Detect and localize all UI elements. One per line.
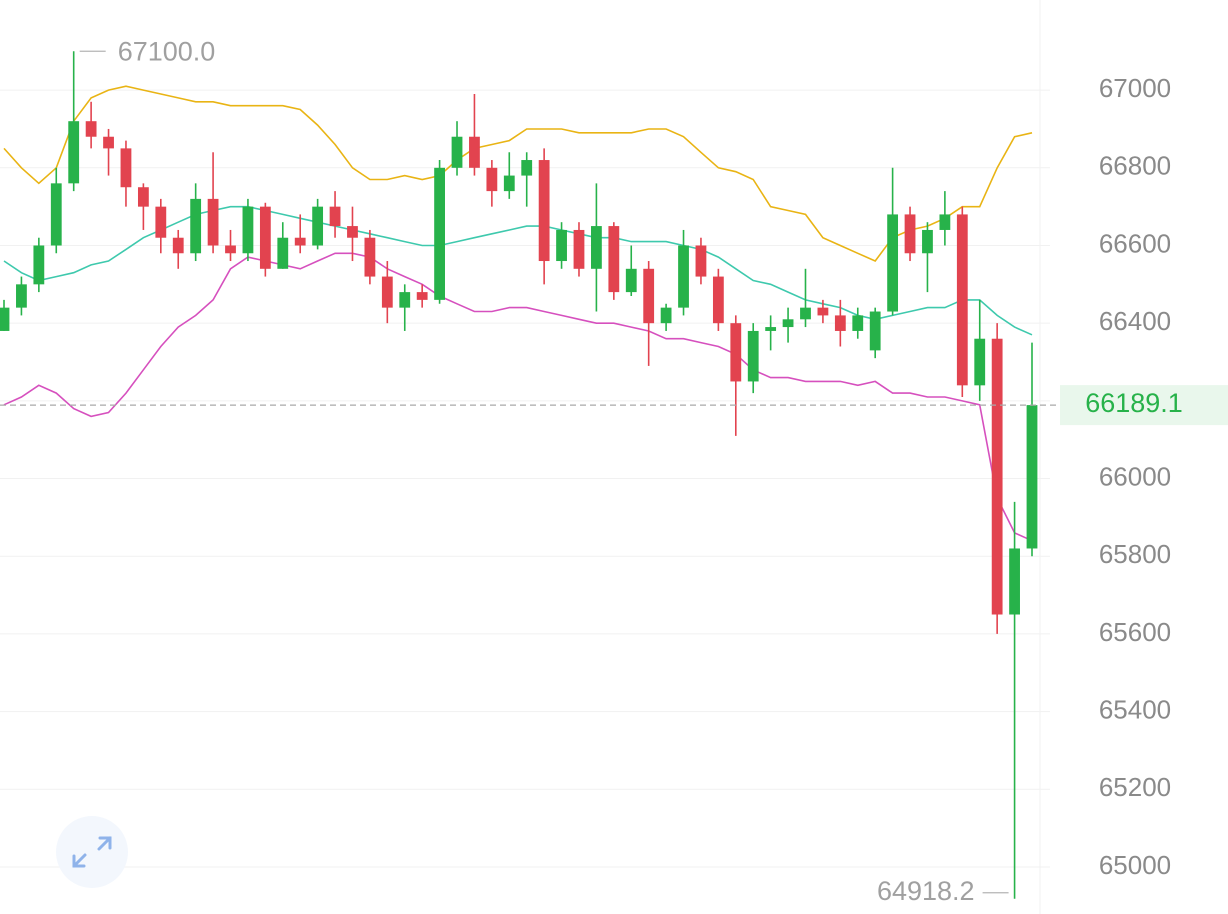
y-tick-label: 67000 (1099, 73, 1171, 103)
candle-body (0, 307, 10, 331)
candle-body (190, 198, 202, 254)
candle-body (347, 226, 358, 238)
expand-icon[interactable] (72, 836, 112, 868)
candle-body (416, 292, 428, 300)
annotation-label: 64918.2 (877, 876, 975, 906)
candle-body (155, 206, 167, 238)
candle-body (869, 311, 881, 351)
candle-body (765, 327, 777, 331)
candle-body (747, 330, 759, 382)
candle-body (852, 315, 864, 331)
candle-body (922, 229, 933, 254)
candle-body (364, 237, 376, 277)
candle-body (33, 245, 45, 285)
y-tick-label: 65400 (1099, 694, 1171, 724)
candle-body (573, 229, 585, 269)
candle-body (68, 121, 80, 184)
y-tick-label: 66800 (1099, 151, 1171, 181)
candle-body (137, 187, 149, 207)
candle-body (172, 237, 184, 254)
candle-body (678, 245, 689, 308)
candle-body (660, 307, 672, 324)
candle-body (399, 292, 411, 308)
y-tick-label: 66400 (1099, 306, 1171, 336)
candle-body (591, 226, 602, 269)
candle-body (120, 148, 132, 188)
candle-body (207, 198, 219, 246)
candle-body (486, 167, 498, 192)
candle-body (16, 284, 27, 308)
y-tick-label: 66000 (1099, 461, 1171, 491)
candle-body (556, 229, 567, 262)
last-price-label: 66189.1 (1085, 388, 1183, 418)
candle-body (225, 245, 236, 254)
candle-body (329, 206, 341, 227)
candle-body (503, 175, 515, 192)
candle-body (50, 183, 62, 246)
candle-body (521, 160, 533, 176)
candle-body (103, 136, 114, 149)
candle-body (85, 121, 97, 137)
band-line (3, 85, 1033, 262)
candle-body (904, 214, 916, 254)
y-tick-label: 65000 (1099, 850, 1171, 880)
candle-body (712, 276, 724, 324)
candle-body (469, 136, 480, 168)
candle-body (887, 214, 899, 312)
candle-body (451, 136, 463, 168)
last-price-box (1060, 385, 1228, 426)
expand-bg[interactable] (56, 816, 128, 888)
candle-body (834, 315, 846, 331)
y-tick-label: 65200 (1099, 772, 1171, 802)
candle-body (242, 206, 254, 254)
candle-body (1026, 405, 1038, 549)
y-tick-label: 65800 (1099, 539, 1171, 569)
band-line (3, 252, 1033, 542)
candle-body (974, 338, 986, 386)
candle-body (939, 214, 951, 230)
candle-body (434, 167, 445, 300)
candle-body (625, 268, 637, 293)
candle-body (782, 319, 794, 328)
candle-body (956, 214, 968, 386)
candle-body (1009, 548, 1020, 615)
candle-body (608, 226, 620, 293)
candle-body (800, 307, 811, 320)
candle-body (991, 338, 1003, 615)
y-tick-label: 65600 (1099, 617, 1171, 647)
candle-body (277, 237, 289, 269)
candle-body (381, 276, 393, 308)
annotation-label: 67100.0 (118, 36, 216, 66)
candle-body (259, 206, 271, 269)
expand-button[interactable] (56, 816, 128, 888)
candle-body (538, 160, 550, 262)
candle-body (695, 245, 707, 277)
candle-body (730, 323, 742, 382)
candle-body (312, 206, 324, 246)
candle-body (643, 268, 655, 324)
candle-body (817, 307, 829, 316)
candle-body (294, 237, 306, 246)
y-tick-label: 66600 (1099, 228, 1171, 258)
